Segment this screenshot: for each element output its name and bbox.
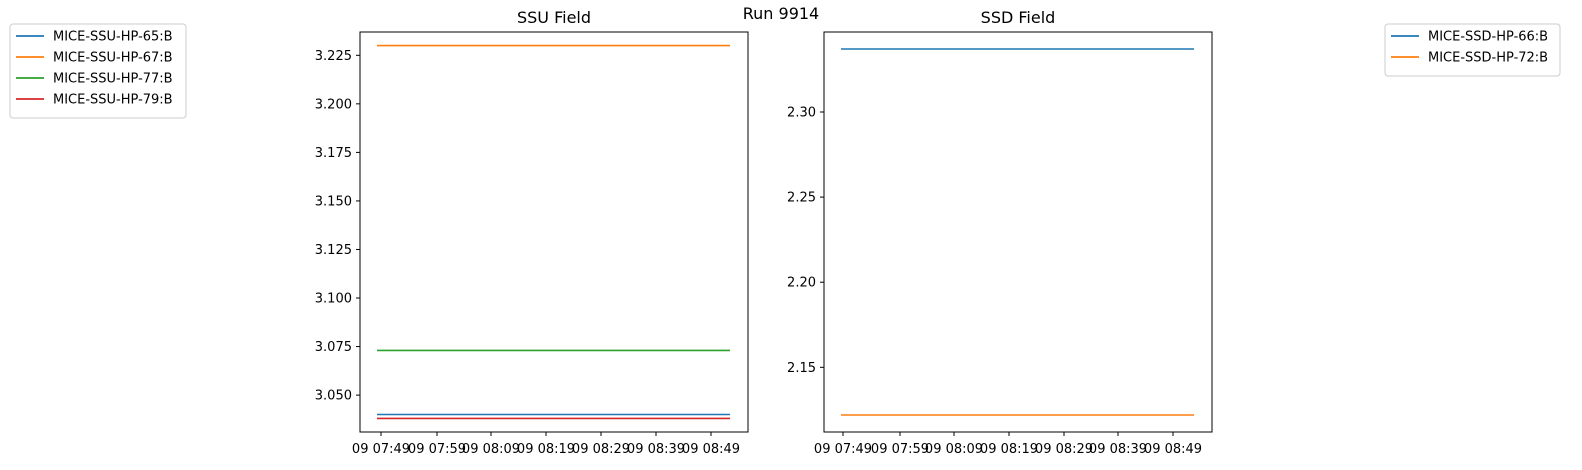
ssu-y-tick-label: 3.175 [315, 146, 352, 161]
ssd-legend-label-2: MICE-SSD-HP-72:B [1428, 51, 1548, 66]
ssu-x-tick-label: 09 07:49 [352, 442, 410, 457]
ssu-x-tick-label: 09 08:29 [572, 442, 630, 457]
ssd-y-tick-label: 2.20 [787, 276, 816, 291]
ssd-x-tick-label: 09 08:19 [980, 442, 1038, 457]
ssd-x-tick-label: 09 08:29 [1035, 442, 1093, 457]
ssu-x-tick-label: 09 08:49 [682, 442, 740, 457]
ssu-legend-label-1: MICE-SSU-HP-65:B [53, 30, 173, 45]
ssd-plot-frame [823, 31, 1213, 433]
ssd-chart-title: SSD Field [981, 8, 1056, 27]
ssu-x-tick-label: 09 08:39 [627, 442, 685, 457]
ssu-y-tick-label: 3.100 [315, 292, 352, 307]
figure-suptitle: Run 9914 [743, 4, 819, 23]
ssu-x-tick-label: 09 08:19 [517, 442, 575, 457]
ssu-x-tick-label: 09 07:59 [408, 442, 466, 457]
ssu-legend-label-4: MICE-SSU-HP-79:B [53, 93, 173, 108]
ssu-legend-label-3: MICE-SSU-HP-77:B [53, 72, 173, 87]
ssd-x-tick-label: 09 08:39 [1089, 442, 1147, 457]
ssd-legend-label-1: MICE-SSD-HP-66:B [1428, 30, 1548, 45]
ssd-x-tick-label: 09 08:49 [1144, 442, 1202, 457]
ssu-chart-title: SSU Field [517, 8, 591, 27]
ssu-plot-frame [359, 31, 749, 433]
ssd-legend-box [1384, 23, 1561, 77]
ssd-x-tick-label: 09 07:59 [871, 442, 929, 457]
ssd-y-tick-label: 2.30 [787, 106, 816, 121]
ssd-y-tick-label: 2.25 [787, 191, 816, 206]
ssu-y-tick-label: 3.150 [315, 194, 352, 209]
ssu-y-tick-label: 3.225 [315, 49, 352, 64]
ssu-legend-box [9, 23, 187, 119]
ssu-y-tick-label: 3.075 [315, 340, 352, 355]
ssu-y-tick-label: 3.125 [315, 243, 352, 258]
ssd-y-tick-label: 2.15 [787, 361, 816, 376]
ssu-y-tick-label: 3.050 [315, 389, 352, 404]
ssd-x-tick-label: 09 08:09 [925, 442, 983, 457]
ssd-x-tick-label: 09 07:49 [814, 442, 872, 457]
ssu-x-tick-label: 09 08:09 [462, 442, 520, 457]
ssu-legend-label-2: MICE-SSU-HP-67:B [53, 51, 173, 66]
ssu-y-tick-label: 3.200 [315, 97, 352, 112]
